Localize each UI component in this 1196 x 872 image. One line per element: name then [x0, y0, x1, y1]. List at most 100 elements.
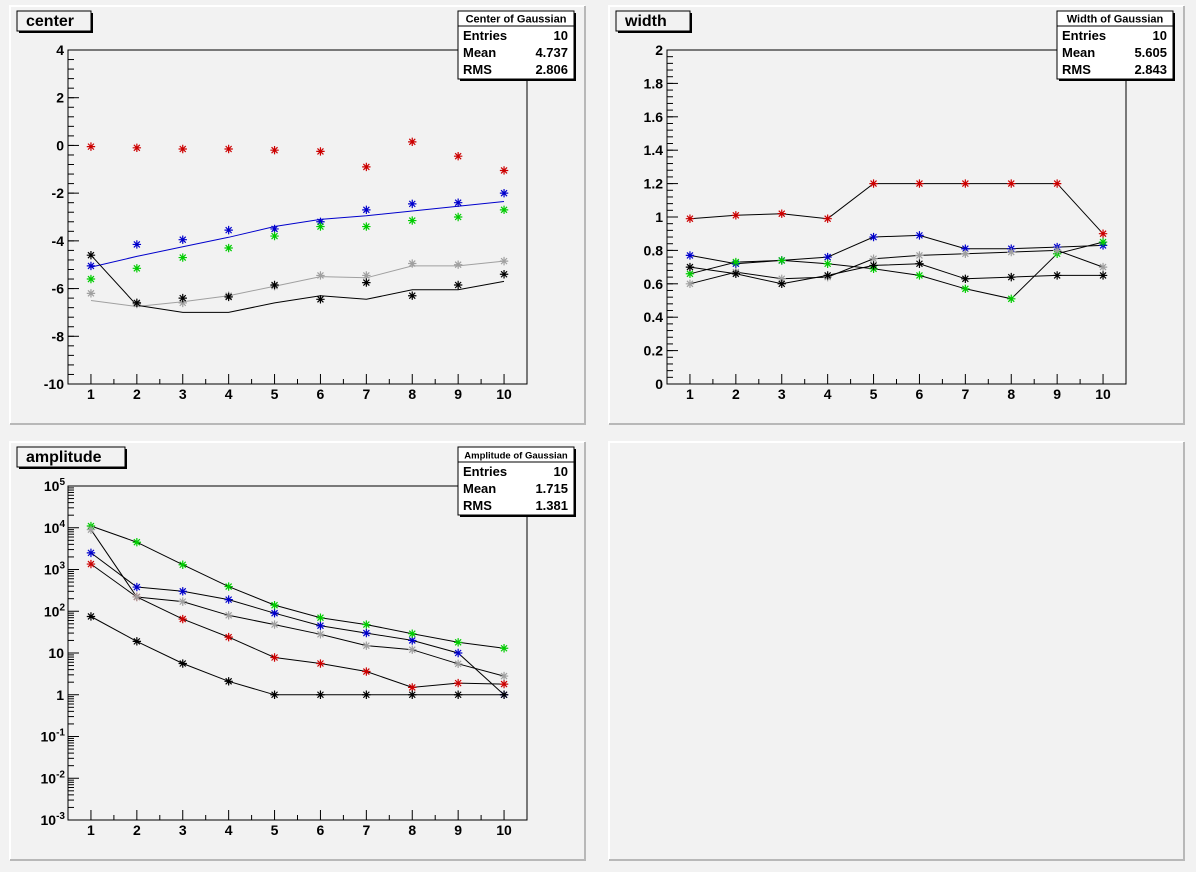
stats-row-value: 2.843	[1134, 62, 1167, 77]
data-point-marker	[132, 264, 142, 273]
stats-row-label: RMS	[463, 62, 492, 77]
data-point-marker	[453, 648, 463, 658]
data-point-marker	[178, 298, 187, 308]
x-tick-label: 10	[496, 386, 512, 402]
stats-row-label: Mean	[1062, 45, 1095, 60]
stats-box: Center of Gaussian Entries 10 Mean 4.737 RMS 2…	[457, 10, 576, 81]
pad-bevel-light	[9, 441, 585, 860]
x-tick-label: 4	[225, 386, 233, 402]
data-point-marker	[685, 262, 695, 272]
data-point-marker	[453, 151, 463, 161]
data-point-marker	[499, 679, 509, 689]
y-tick-label: 2	[56, 90, 64, 106]
data-point-marker	[453, 690, 463, 699]
series-line	[90, 563, 505, 688]
data-point-marker	[731, 257, 741, 267]
data-point-marker	[777, 209, 786, 218]
data-point-marker	[316, 690, 325, 699]
data-point-marker	[178, 614, 187, 624]
x-tick-label: 9	[1053, 386, 1061, 402]
x-tick-label: 9	[454, 822, 462, 838]
data-point-marker	[453, 659, 463, 669]
y-tick-label: 10-2	[41, 769, 66, 786]
data-point-marker	[224, 582, 233, 591]
data-point-marker	[270, 231, 279, 241]
data-point-marker	[178, 253, 187, 262]
data-point-marker	[915, 179, 924, 188]
data-point-marker	[408, 259, 417, 268]
data-point-marker	[1007, 247, 1016, 257]
data-point-marker	[408, 199, 417, 209]
data-point-marker	[132, 637, 142, 646]
y-tick-label: 0.8	[644, 242, 664, 258]
data-point-marker	[270, 653, 279, 662]
y-tick-label: 102	[44, 602, 66, 619]
series-line	[689, 183, 1104, 235]
data-point-marker	[453, 678, 463, 688]
data-point-marker	[224, 225, 233, 235]
data-point-marker	[178, 235, 187, 244]
data-point-marker	[915, 251, 924, 260]
x-axis: 1 2 3 4 5 6 7 8 9 10	[87, 810, 512, 838]
x-tick-label: 8	[408, 386, 416, 402]
x-tick-label: 3	[778, 386, 786, 402]
data-point-marker	[316, 613, 325, 622]
data-point-marker	[961, 249, 970, 258]
data-point-marker	[86, 289, 96, 298]
pad-4	[608, 441, 1185, 861]
x-tick-label: 7	[961, 386, 969, 402]
data-point-marker	[408, 645, 417, 654]
data-point-marker	[86, 142, 96, 151]
x-tick-label: 8	[408, 822, 416, 838]
data-point-marker	[224, 632, 233, 642]
data-point-marker	[178, 659, 187, 668]
x-tick-label: 5	[271, 822, 279, 838]
stats-row-label: Entries	[1062, 28, 1106, 43]
x-tick-label: 6	[916, 386, 924, 402]
pad-title: amplitude	[16, 446, 127, 469]
y-tick-label: 0.2	[644, 343, 664, 359]
title-text: width	[624, 13, 667, 30]
stats-row-label: Mean	[463, 481, 496, 496]
data-point-marker	[823, 259, 832, 268]
data-point-marker	[499, 671, 509, 681]
title-text: center	[26, 13, 74, 30]
x-tick-label: 4	[225, 822, 233, 838]
stats-row-value: 4.737	[535, 45, 568, 60]
y-tick-label: 10	[48, 645, 64, 661]
data-point-marker	[408, 690, 417, 699]
data-point-marker	[499, 166, 509, 175]
x-tick-label: 1	[87, 386, 95, 402]
data-point-marker	[362, 620, 371, 629]
data-point-marker	[869, 179, 878, 188]
data-point-marker	[408, 629, 417, 638]
data-point-marker	[869, 232, 878, 242]
stats-row-value: 1.381	[535, 498, 568, 513]
x-tick-label: 7	[362, 386, 370, 402]
stats-row-value: 10	[554, 464, 568, 479]
series-line	[90, 260, 505, 308]
data-point-marker	[453, 638, 463, 647]
data-point-marker	[453, 260, 463, 269]
x-tick-label: 2	[133, 822, 141, 838]
series-line	[90, 201, 505, 268]
x-tick-label: 5	[271, 386, 279, 402]
y-tick-label: 1.4	[644, 142, 664, 158]
chart-center: 1 2 3 4 5 6 7 8 9 10 4 2 0 -2 -4 -6 -8 -10 center Center of…	[16, 10, 576, 402]
y-tick-label: 0	[655, 376, 663, 392]
stats-row-label: RMS	[463, 498, 492, 513]
data-point-marker	[362, 222, 371, 231]
data-point-marker	[499, 270, 509, 279]
data-point-marker	[86, 261, 96, 271]
data-point-marker	[362, 628, 371, 638]
data-point-marker	[823, 214, 832, 223]
data-point-marker	[869, 254, 878, 263]
data-point-marker	[86, 274, 96, 284]
data-point-marker	[224, 292, 233, 302]
series-line	[689, 263, 1103, 285]
data-point-marker	[499, 690, 509, 699]
y-tick-label: 0	[56, 137, 64, 153]
data-point-marker	[408, 216, 417, 225]
data-point-marker	[915, 231, 924, 240]
x-tick-label: 3	[179, 386, 187, 402]
